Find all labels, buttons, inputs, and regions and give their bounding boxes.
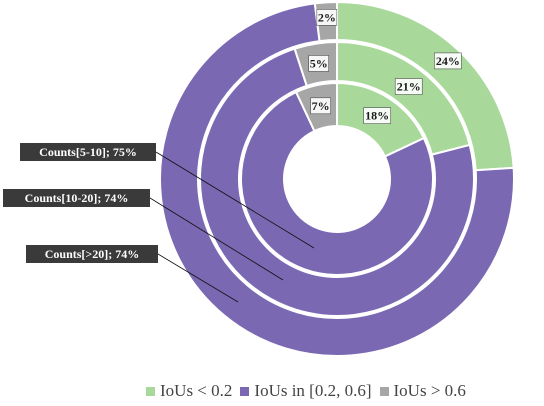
callout-leader-outer	[157, 253, 239, 303]
data-label-box-middle-high-iou	[308, 55, 329, 72]
data-label-outer-low-iou: 24%	[434, 52, 462, 70]
slice-outer-mid-iou	[159, 2, 515, 357]
data-label-inner-high-iou: 7%	[310, 97, 331, 115]
data-label-middle-low-iou: 21%	[394, 78, 423, 95]
data-label-middle-high-iou: 5%	[308, 55, 329, 72]
data-label-box-middle-low-iou	[394, 78, 423, 95]
callout-inner-ring: Counts[5-10]; 75%	[20, 143, 156, 161]
data-label-text-outer-low-iou: 24%	[436, 54, 460, 68]
data-label-text-middle-low-iou: 21%	[397, 80, 421, 94]
legend-label-high-iou: IoUs > 0.6	[393, 381, 466, 400]
callout-box-outer	[26, 245, 158, 263]
callout-outer-ring: Counts[>20]; 74%	[26, 245, 158, 263]
data-label-box-inner-high-iou	[310, 97, 331, 115]
data-label-outer-high-iou: 2%	[316, 9, 338, 26]
legend-item-low-iou: IoUs < 0.2	[146, 381, 232, 401]
slice-inner-mid-iou	[240, 90, 434, 276]
callout-text-middle: Counts[10-20]; 74%	[25, 191, 129, 205]
data-label-box-outer-low-iou	[434, 52, 462, 70]
callout-text-outer: Counts[>20]; 74%	[45, 247, 140, 261]
data-label-text-middle-high-iou: 5%	[310, 56, 328, 70]
legend-swatch-low-iou	[146, 386, 155, 396]
callout-leader-inner	[155, 151, 315, 249]
legend-label-low-iou: IoUs < 0.2	[160, 381, 233, 400]
legend-item-mid-iou: IoUs in [0.2, 0.6]	[240, 381, 372, 401]
callout-middle-ring: Counts[10-20]; 74%	[3, 189, 150, 207]
data-label-inner-low-iou: 18%	[363, 107, 391, 124]
callout-box-inner	[20, 143, 156, 161]
legend-item-high-iou: IoUs > 0.6	[379, 381, 466, 401]
data-label-box-inner-low-iou	[363, 107, 391, 124]
legend-swatch-mid-iou	[240, 386, 250, 396]
data-label-text-outer-high-iou: 2%	[318, 10, 336, 24]
data-label-text-inner-low-iou: 18%	[365, 109, 389, 123]
legend: IoUs < 0.2 IoUs in [0.2, 0.6] IoUs > 0.6	[146, 380, 466, 402]
callout-box-middle	[3, 189, 150, 207]
slice-middle-mid-iou	[199, 47, 475, 317]
legend-swatch-high-iou	[379, 386, 389, 396]
callout-text-inner: Counts[5-10]; 75%	[39, 145, 137, 159]
callout-leader-middle	[149, 197, 284, 281]
legend-label-mid-iou: IoUs in [0.2, 0.6]	[254, 381, 372, 400]
data-label-box-outer-high-iou	[316, 9, 338, 26]
data-label-text-inner-high-iou: 7%	[312, 99, 330, 113]
